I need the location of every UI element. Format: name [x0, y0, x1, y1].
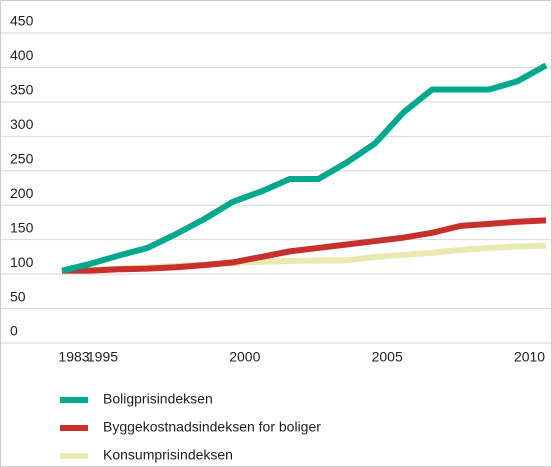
- legend-label: Konsumprisindeksen: [103, 447, 233, 463]
- y-tick-label: 150: [10, 219, 34, 235]
- legend-swatch: [60, 397, 88, 403]
- y-tick-label: 250: [10, 150, 34, 166]
- legend-label: Byggekostnadsindeksen for boliger: [103, 419, 321, 435]
- x-tick-label: 1983: [58, 349, 89, 365]
- x-tick-label: 1995: [87, 349, 118, 365]
- y-tick-label: 450: [10, 13, 34, 29]
- data-line: [62, 217, 547, 274]
- legend-swatch: [60, 453, 88, 459]
- legend-label: Boligprisindeksen: [103, 391, 213, 407]
- y-tick-label: 400: [10, 47, 34, 63]
- x-tick-label: 2005: [372, 349, 403, 365]
- legend-swatch: [60, 425, 88, 431]
- data-line: [61, 62, 548, 274]
- x-tick-label: 2000: [229, 349, 260, 365]
- y-tick-label: 300: [10, 116, 34, 132]
- y-tick-label: 200: [10, 185, 34, 201]
- y-tick-label: 350: [10, 82, 34, 98]
- y-tick-label: 50: [10, 288, 26, 304]
- y-tick-label: 100: [10, 254, 34, 270]
- x-tick-label: 2010: [514, 349, 545, 365]
- y-tick-label: 0: [10, 323, 18, 339]
